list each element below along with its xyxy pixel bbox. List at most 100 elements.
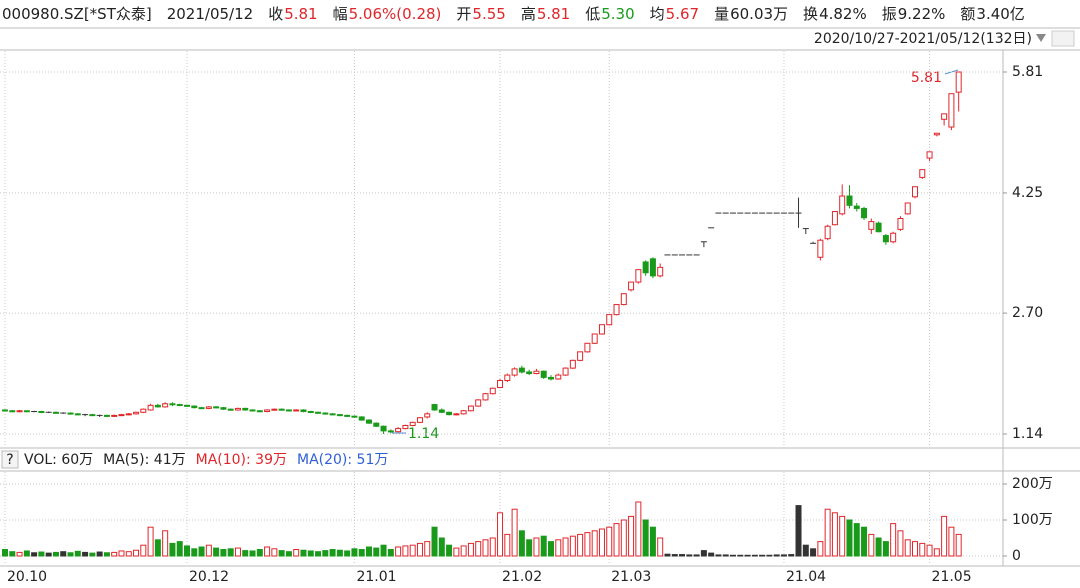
candle-body xyxy=(23,410,30,413)
volume-bar xyxy=(708,552,715,557)
volume-bar xyxy=(264,546,271,557)
volume-bar xyxy=(31,552,38,557)
volume-bar xyxy=(664,553,671,557)
candle-body xyxy=(912,186,918,198)
candle-body xyxy=(598,324,605,335)
candle-body xyxy=(642,261,649,274)
candle-body xyxy=(184,404,190,407)
volume-bar xyxy=(584,532,591,557)
candle-body xyxy=(307,411,314,414)
volume-bar xyxy=(16,551,23,557)
range-dropdown[interactable] xyxy=(1036,34,1046,42)
volume-bar xyxy=(912,541,918,557)
volume-bar xyxy=(933,548,940,557)
candle-body xyxy=(9,410,16,413)
candle-body xyxy=(169,403,176,406)
candle-body xyxy=(846,195,853,206)
candle-body xyxy=(322,412,329,415)
range-button[interactable] xyxy=(1051,30,1075,47)
field-label: 换 xyxy=(803,5,819,23)
candle-body xyxy=(540,370,547,378)
volume-bar xyxy=(242,550,249,557)
volume-bar xyxy=(169,542,176,557)
x-tick-label: 21.05 xyxy=(932,569,972,585)
y-tick-label: 4.25 xyxy=(1012,185,1043,201)
candle-body xyxy=(125,413,132,416)
field-label: 量 xyxy=(714,5,730,23)
volume-bar xyxy=(504,533,511,557)
candle-body xyxy=(373,422,380,427)
volume-bar xyxy=(766,554,773,557)
volume-bar xyxy=(955,533,962,557)
volume-bar xyxy=(67,552,74,557)
volume-bar xyxy=(467,542,474,557)
volume-bar xyxy=(642,519,649,557)
volume-bar xyxy=(198,546,205,557)
volume-bar xyxy=(52,551,59,557)
volume-bar xyxy=(300,549,307,557)
volume-bar xyxy=(82,551,89,557)
volume-bar xyxy=(125,551,132,557)
volume-bar xyxy=(904,539,911,557)
volume-bar xyxy=(715,554,722,557)
quote-field: 开5.55 xyxy=(456,2,505,26)
volume-bar xyxy=(511,508,518,557)
candle-body xyxy=(933,132,940,136)
volume-bar xyxy=(526,539,533,557)
y-tick-label: 200万 xyxy=(1012,476,1053,492)
volume-bar xyxy=(38,551,45,557)
candle-body xyxy=(191,405,198,409)
x-tick-label: 21.01 xyxy=(356,569,396,585)
volume-bar xyxy=(162,530,169,557)
candle-body xyxy=(38,411,45,414)
candle-body xyxy=(89,414,96,417)
candle-body xyxy=(103,414,110,417)
candle-body xyxy=(409,421,416,426)
volume-bar xyxy=(606,526,613,557)
volume-legend: MA(5): 41万 xyxy=(103,452,185,468)
volume-bar xyxy=(366,546,372,557)
volume-bar xyxy=(380,544,387,557)
candle-body xyxy=(242,407,249,411)
candle-body xyxy=(904,202,911,215)
volume-bar xyxy=(628,515,635,557)
candle-body xyxy=(154,404,161,408)
symbol: 000980.SZ[*ST众泰] xyxy=(2,5,152,23)
volume-bar xyxy=(475,541,482,557)
candle-body xyxy=(220,407,227,410)
volume-bar xyxy=(336,549,343,557)
candle-body xyxy=(336,414,343,417)
field-value: 5.30 xyxy=(601,5,635,23)
quote-bar: 000980.SZ[*ST众泰] 2021/05/12 收5.81 幅5.06%(… xyxy=(2,2,1025,26)
candle-body xyxy=(861,207,868,219)
candle-body xyxy=(227,408,234,411)
volume-bar xyxy=(620,519,627,557)
help-box[interactable] xyxy=(1,450,19,469)
volume-bar xyxy=(460,545,467,557)
volume-bar xyxy=(700,550,707,557)
volume-bar xyxy=(795,505,802,557)
candle-body xyxy=(555,374,562,380)
candle-body xyxy=(395,428,402,433)
quote-field: 额3.40亿 xyxy=(960,2,1024,26)
volume-bar xyxy=(176,541,183,557)
candle-body xyxy=(649,258,656,277)
field-value: 5.06%(0.28) xyxy=(348,5,442,23)
quote-field: 幅5.06%(0.28) xyxy=(333,2,442,26)
date-range[interactable]: 2020/10/27-2021/05/12(132日) xyxy=(814,31,1032,47)
volume-bar xyxy=(489,537,496,557)
candle-body xyxy=(853,205,860,209)
help-icon[interactable]: ? xyxy=(6,452,13,468)
volume-bar xyxy=(555,539,562,557)
candle-body xyxy=(919,169,926,178)
field-value: 5.67 xyxy=(665,5,700,23)
volume-legend: VOL: 60万 xyxy=(24,452,93,468)
volume-bar xyxy=(133,549,140,557)
volume-bar xyxy=(802,544,809,557)
volume-bar xyxy=(249,550,256,557)
field-label: 均 xyxy=(649,5,665,23)
volume-bar xyxy=(562,537,569,557)
volume-bar xyxy=(730,554,736,557)
candle-body xyxy=(518,367,525,373)
